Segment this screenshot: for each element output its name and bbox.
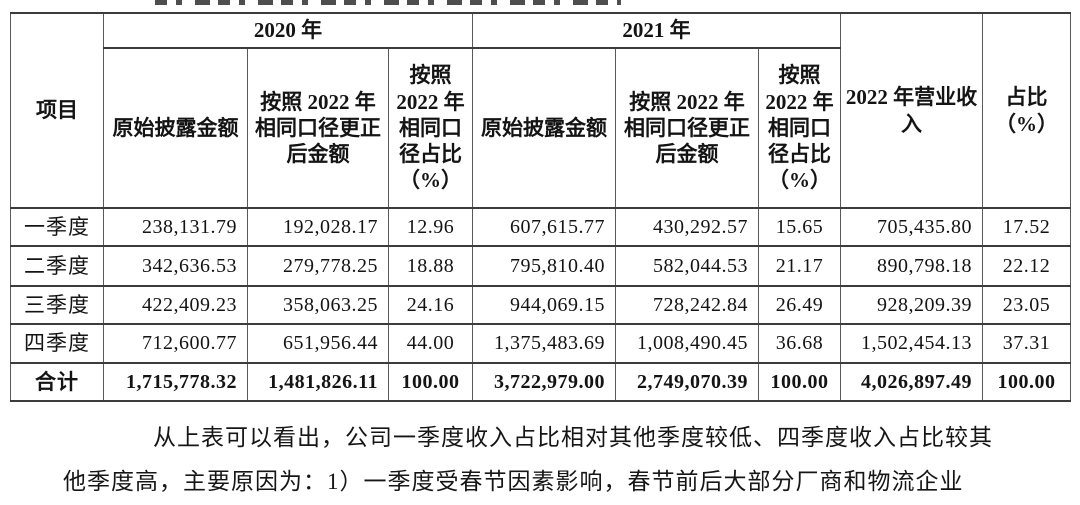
paragraph-line-1: 从上表可以看出，公司一季度收入占比相对其他季度较低、四季度收入占比较其 bbox=[153, 425, 993, 450]
row-label: 二季度 bbox=[10, 245, 104, 287]
header-2020-ratio: 按照 2022 年相同口径占比（%） bbox=[387, 47, 474, 209]
cell-2021-ratio: 21.17 bbox=[758, 245, 842, 287]
cell-2021-restated: 430,292.57 bbox=[615, 207, 760, 247]
clipped-heading-fragment bbox=[155, 0, 621, 5]
header-row-subcolumns: 原始披露金额 按照 2022 年相同口径更正后金额 按照 2022 年相同口径占… bbox=[11, 47, 1071, 209]
cell-2021-restated: 1,008,490.45 bbox=[615, 323, 760, 364]
cell-share: 100.00 bbox=[982, 362, 1072, 402]
cell-2021-original: 1,375,483.69 bbox=[472, 323, 617, 364]
table-row-q4: 四季度 712,600.77 651,956.44 44.00 1,375,48… bbox=[10, 323, 1072, 364]
cell-2021-ratio: 15.65 bbox=[758, 207, 842, 247]
cell-share: 17.52 bbox=[982, 207, 1072, 247]
cell-2020-ratio: 24.16 bbox=[387, 285, 474, 325]
cell-2020-ratio: 18.88 bbox=[387, 245, 474, 287]
cell-2021-ratio: 100.00 bbox=[758, 362, 842, 402]
analysis-paragraph: 从上表可以看出，公司一季度收入占比相对其他季度较低、四季度收入占比较其 他季度高… bbox=[63, 416, 1003, 504]
cell-2020-ratio: 100.00 bbox=[387, 362, 474, 402]
cell-2020-restated: 192,028.17 bbox=[247, 207, 389, 247]
cell-2020-restated: 279,778.25 bbox=[247, 245, 389, 287]
row-label: 三季度 bbox=[10, 285, 104, 325]
cell-2020-restated: 1,481,826.11 bbox=[247, 362, 389, 402]
cell-2021-restated: 582,044.53 bbox=[615, 245, 760, 287]
cell-2022-revenue: 4,026,897.49 bbox=[840, 362, 984, 402]
header-2021-ratio: 按照 2022 年相同口径占比（%） bbox=[758, 47, 842, 209]
table-row-q3: 三季度 422,409.23 358,063.25 24.16 944,069.… bbox=[10, 285, 1072, 325]
cell-2020-original: 342,636.53 bbox=[103, 245, 248, 287]
cell-2021-original: 3,722,979.00 bbox=[472, 362, 617, 402]
paragraph-line-2: 他季度高，主要原因为：1）一季度受春节因素影响，春节前后大部分厂商和物流企业 bbox=[63, 469, 964, 494]
row-label: 合计 bbox=[10, 362, 104, 402]
header-group-2021: 2021 年 bbox=[472, 12, 842, 49]
header-2020-original: 原始披露金额 bbox=[103, 47, 248, 209]
cell-2022-revenue: 705,435.80 bbox=[840, 207, 984, 247]
cell-2021-ratio: 36.68 bbox=[758, 323, 842, 364]
row-label: 一季度 bbox=[10, 207, 104, 247]
cell-2020-ratio: 44.00 bbox=[387, 323, 474, 364]
header-2021-restated: 按照 2022 年相同口径更正后金额 bbox=[615, 47, 760, 209]
cell-2021-original: 795,810.40 bbox=[472, 245, 617, 287]
cell-2021-restated: 2,749,070.39 bbox=[615, 362, 760, 402]
cell-2020-original: 238,131.79 bbox=[103, 207, 248, 247]
cell-2020-restated: 651,956.44 bbox=[247, 323, 389, 364]
header-row-years: 项目 2020 年 2021 年 2022 年营业收入 占比（%） bbox=[10, 12, 1072, 209]
header-2020-restated: 按照 2022 年相同口径更正后金额 bbox=[247, 47, 389, 209]
row-label: 四季度 bbox=[10, 323, 104, 364]
table-row-q2: 二季度 342,636.53 279,778.25 18.88 795,810.… bbox=[10, 245, 1072, 287]
cell-2020-ratio: 12.96 bbox=[387, 207, 474, 247]
header-group-2020: 2020 年 bbox=[102, 12, 474, 49]
table-row-total: 合计 1,715,778.32 1,481,826.11 100.00 3,72… bbox=[10, 362, 1072, 402]
header-share: 占比（%） bbox=[982, 12, 1072, 209]
cell-share: 22.12 bbox=[982, 245, 1072, 287]
cell-2020-original: 712,600.77 bbox=[103, 323, 248, 364]
cell-2021-ratio: 26.49 bbox=[758, 285, 842, 325]
cell-2020-restated: 358,063.25 bbox=[247, 285, 389, 325]
quarterly-revenue-table: 项目 2020 年 2021 年 2022 年营业收入 占比（%） 原始披露金额… bbox=[10, 12, 1072, 402]
cell-2022-revenue: 890,798.18 bbox=[840, 245, 984, 287]
header-2021-original: 原始披露金额 bbox=[472, 47, 617, 209]
cell-2022-revenue: 928,209.39 bbox=[840, 285, 984, 325]
cell-2020-original: 422,409.23 bbox=[103, 285, 248, 325]
cell-2021-original: 944,069.15 bbox=[472, 285, 617, 325]
cell-share: 37.31 bbox=[982, 323, 1072, 364]
header-2022-revenue: 2022 年营业收入 bbox=[840, 12, 984, 209]
cell-2020-original: 1,715,778.32 bbox=[103, 362, 248, 402]
table-row-q1: 一季度 238,131.79 192,028.17 12.96 607,615.… bbox=[10, 207, 1072, 247]
cell-share: 23.05 bbox=[982, 285, 1072, 325]
cell-2021-original: 607,615.77 bbox=[472, 207, 617, 247]
cell-2021-restated: 728,242.84 bbox=[615, 285, 760, 325]
header-item: 项目 bbox=[10, 12, 104, 209]
cell-2022-revenue: 1,502,454.13 bbox=[840, 323, 984, 364]
